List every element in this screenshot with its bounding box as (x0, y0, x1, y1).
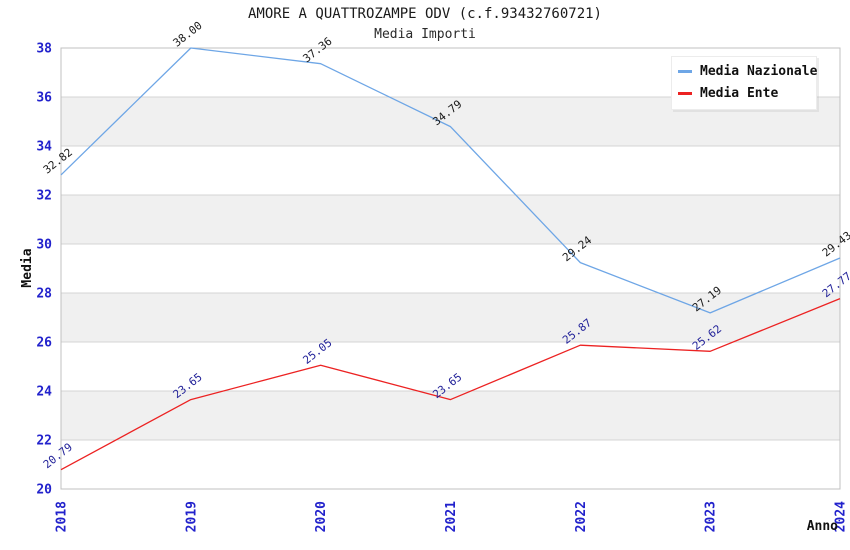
x-tick-label: 2018 (55, 501, 70, 532)
legend-swatch-media-nazionale-icon (678, 70, 692, 73)
y-tick-label: 28 (36, 287, 52, 302)
y-tick-label: 24 (36, 385, 52, 400)
x-axis-title: Anno (807, 519, 838, 534)
legend-label-media-ente: Media Ente (700, 86, 779, 101)
y-tick-label: 38 (36, 42, 52, 57)
legend: Media Nazionale Media Ente (671, 56, 817, 110)
x-tick-label: 2024 (834, 501, 849, 532)
x-tick-label: 2022 (574, 501, 589, 532)
y-axis-title: Media (20, 248, 35, 287)
series-line-media-ente (60, 298, 841, 471)
plot-border (60, 47, 841, 490)
data-label-media-nazionale: 37.36 (300, 35, 334, 66)
legend-item-media-nazionale: Media Nazionale (678, 64, 817, 79)
plot-band (61, 195, 840, 244)
y-tick-label: 36 (36, 91, 52, 106)
y-tick-label: 30 (36, 238, 52, 253)
legend-item-media-ente: Media Ente (678, 86, 810, 101)
x-tick-label: 2019 (184, 501, 199, 532)
data-label-media-nazionale: 38.00 (171, 19, 205, 50)
x-tick-label: 2020 (314, 501, 329, 532)
y-tick-label: 22 (36, 434, 52, 449)
legend-label-media-nazionale: Media Nazionale (700, 64, 818, 79)
y-tick-label: 26 (36, 336, 52, 351)
x-tick-label: 2023 (704, 501, 719, 532)
chart-title: AMORE A QUATTROZAMPE ODV (c.f.9343276072… (247, 6, 602, 22)
y-tick-label: 32 (36, 189, 52, 204)
legend-swatch-media-ente-icon (678, 92, 692, 95)
series-line-media-nazionale (60, 47, 841, 314)
chart-subtitle: Media Importi (374, 27, 476, 42)
plot-band (61, 293, 840, 342)
y-tick-label: 34 (36, 140, 52, 155)
y-tick-label: 20 (36, 483, 52, 498)
x-tick-label: 2021 (444, 501, 459, 532)
